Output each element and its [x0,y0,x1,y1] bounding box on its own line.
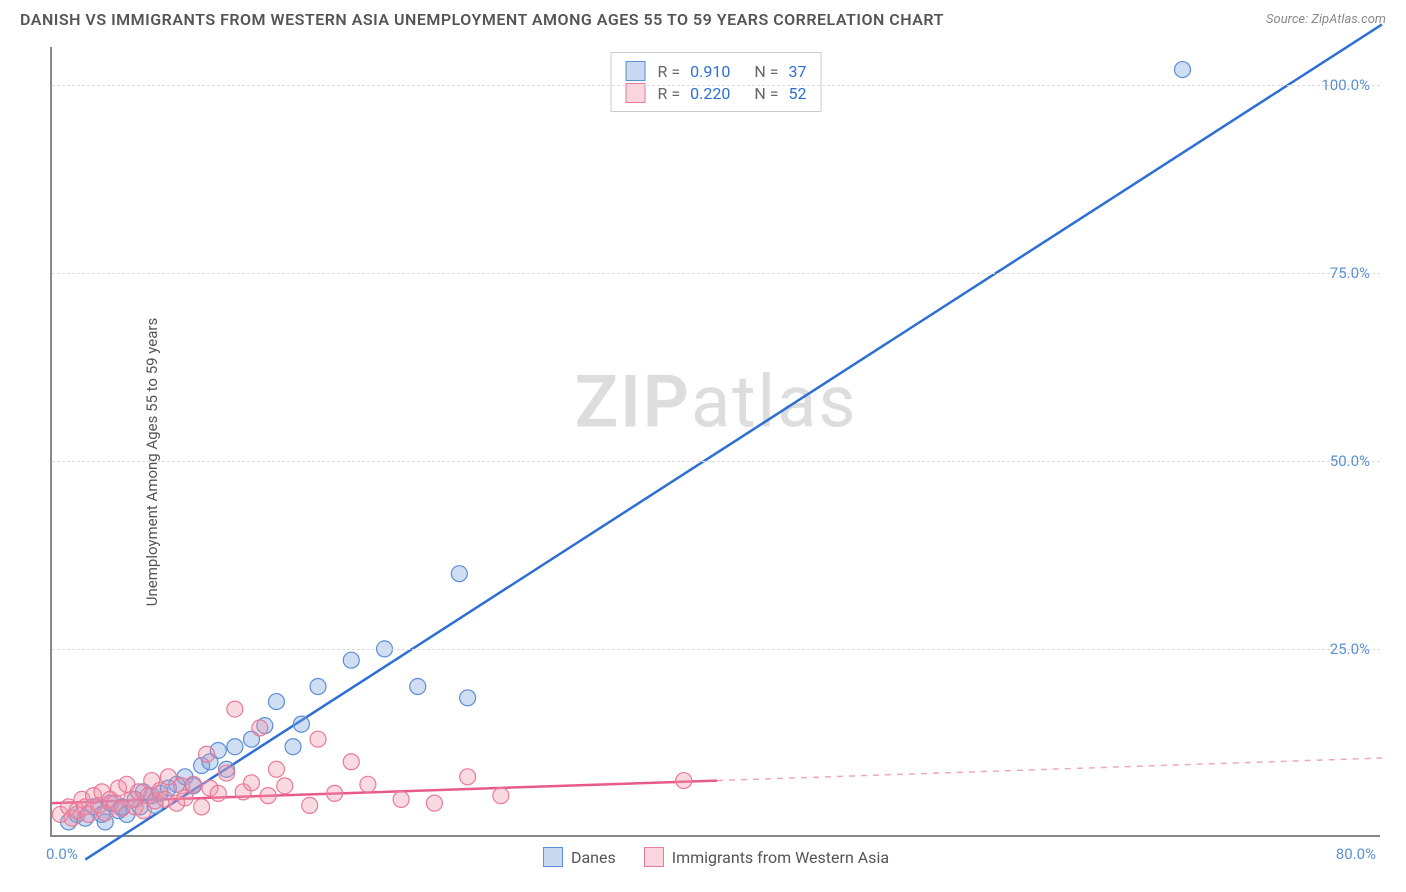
gridline [52,273,1380,274]
correlation-stats-box: R = 0.910 N = 37 R = 0.220 N = 52 [611,52,822,112]
data-point [227,701,243,717]
data-point [219,765,235,781]
data-point [252,720,268,736]
data-point [460,690,476,706]
data-point [426,795,442,811]
plot-svg [52,47,1380,835]
chart-header: DANISH VS IMMIGRANTS FROM WESTERN ASIA U… [0,0,1406,37]
data-point [277,778,293,794]
ytick-label: 100.0% [1321,76,1370,94]
stats-row-danes: R = 0.910 N = 37 [626,61,807,81]
data-point [293,716,309,732]
data-point [360,776,376,792]
data-point [310,679,326,695]
source-attribution: Source: ZipAtlas.com [1266,12,1386,27]
data-point [210,785,226,801]
chart-container: Unemployment Among Ages 55 to 59 years Z… [0,37,1406,887]
data-point [268,761,284,777]
data-point [343,652,359,668]
data-point [393,791,409,807]
stats-row-immigrants: R = 0.220 N = 52 [626,83,807,103]
data-point [285,739,301,755]
data-point [194,799,210,815]
data-point [199,746,215,762]
swatch-blue-icon [626,61,646,81]
bottom-legend: Danes Immigrants from Western Asia [543,847,889,867]
ytick-label: 50.0% [1330,452,1370,470]
data-point [260,788,276,804]
data-point [1175,62,1191,78]
plot-area: ZIPatlas R = 0.910 N = 37 R = 0.220 N = … [50,47,1380,837]
data-point [310,731,326,747]
swatch-pink-icon [644,847,664,867]
data-point [451,566,467,582]
trend-line-danes [85,24,1382,859]
gridline [52,649,1380,650]
ytick-label: 75.0% [1330,264,1370,282]
data-point [460,769,476,785]
xtick-label: 0.0% [46,845,78,863]
data-point [410,679,426,695]
data-point [327,785,343,801]
xtick-label: 80.0% [1336,845,1376,863]
swatch-blue-icon [543,847,563,867]
data-point [185,776,201,792]
data-point [227,739,243,755]
gridline [52,85,1380,86]
data-point [493,788,509,804]
trend-line-immigrants-extended [717,758,1382,781]
data-point [302,797,318,813]
swatch-pink-icon [626,83,646,103]
ytick-label: 25.0% [1330,640,1370,658]
gridline [52,461,1380,462]
data-point [268,694,284,710]
data-point [244,775,260,791]
chart-title: DANISH VS IMMIGRANTS FROM WESTERN ASIA U… [20,10,944,29]
data-point [343,754,359,770]
legend-item-danes: Danes [543,847,616,867]
legend-item-immigrants: Immigrants from Western Asia [644,847,889,867]
data-point [676,773,692,789]
